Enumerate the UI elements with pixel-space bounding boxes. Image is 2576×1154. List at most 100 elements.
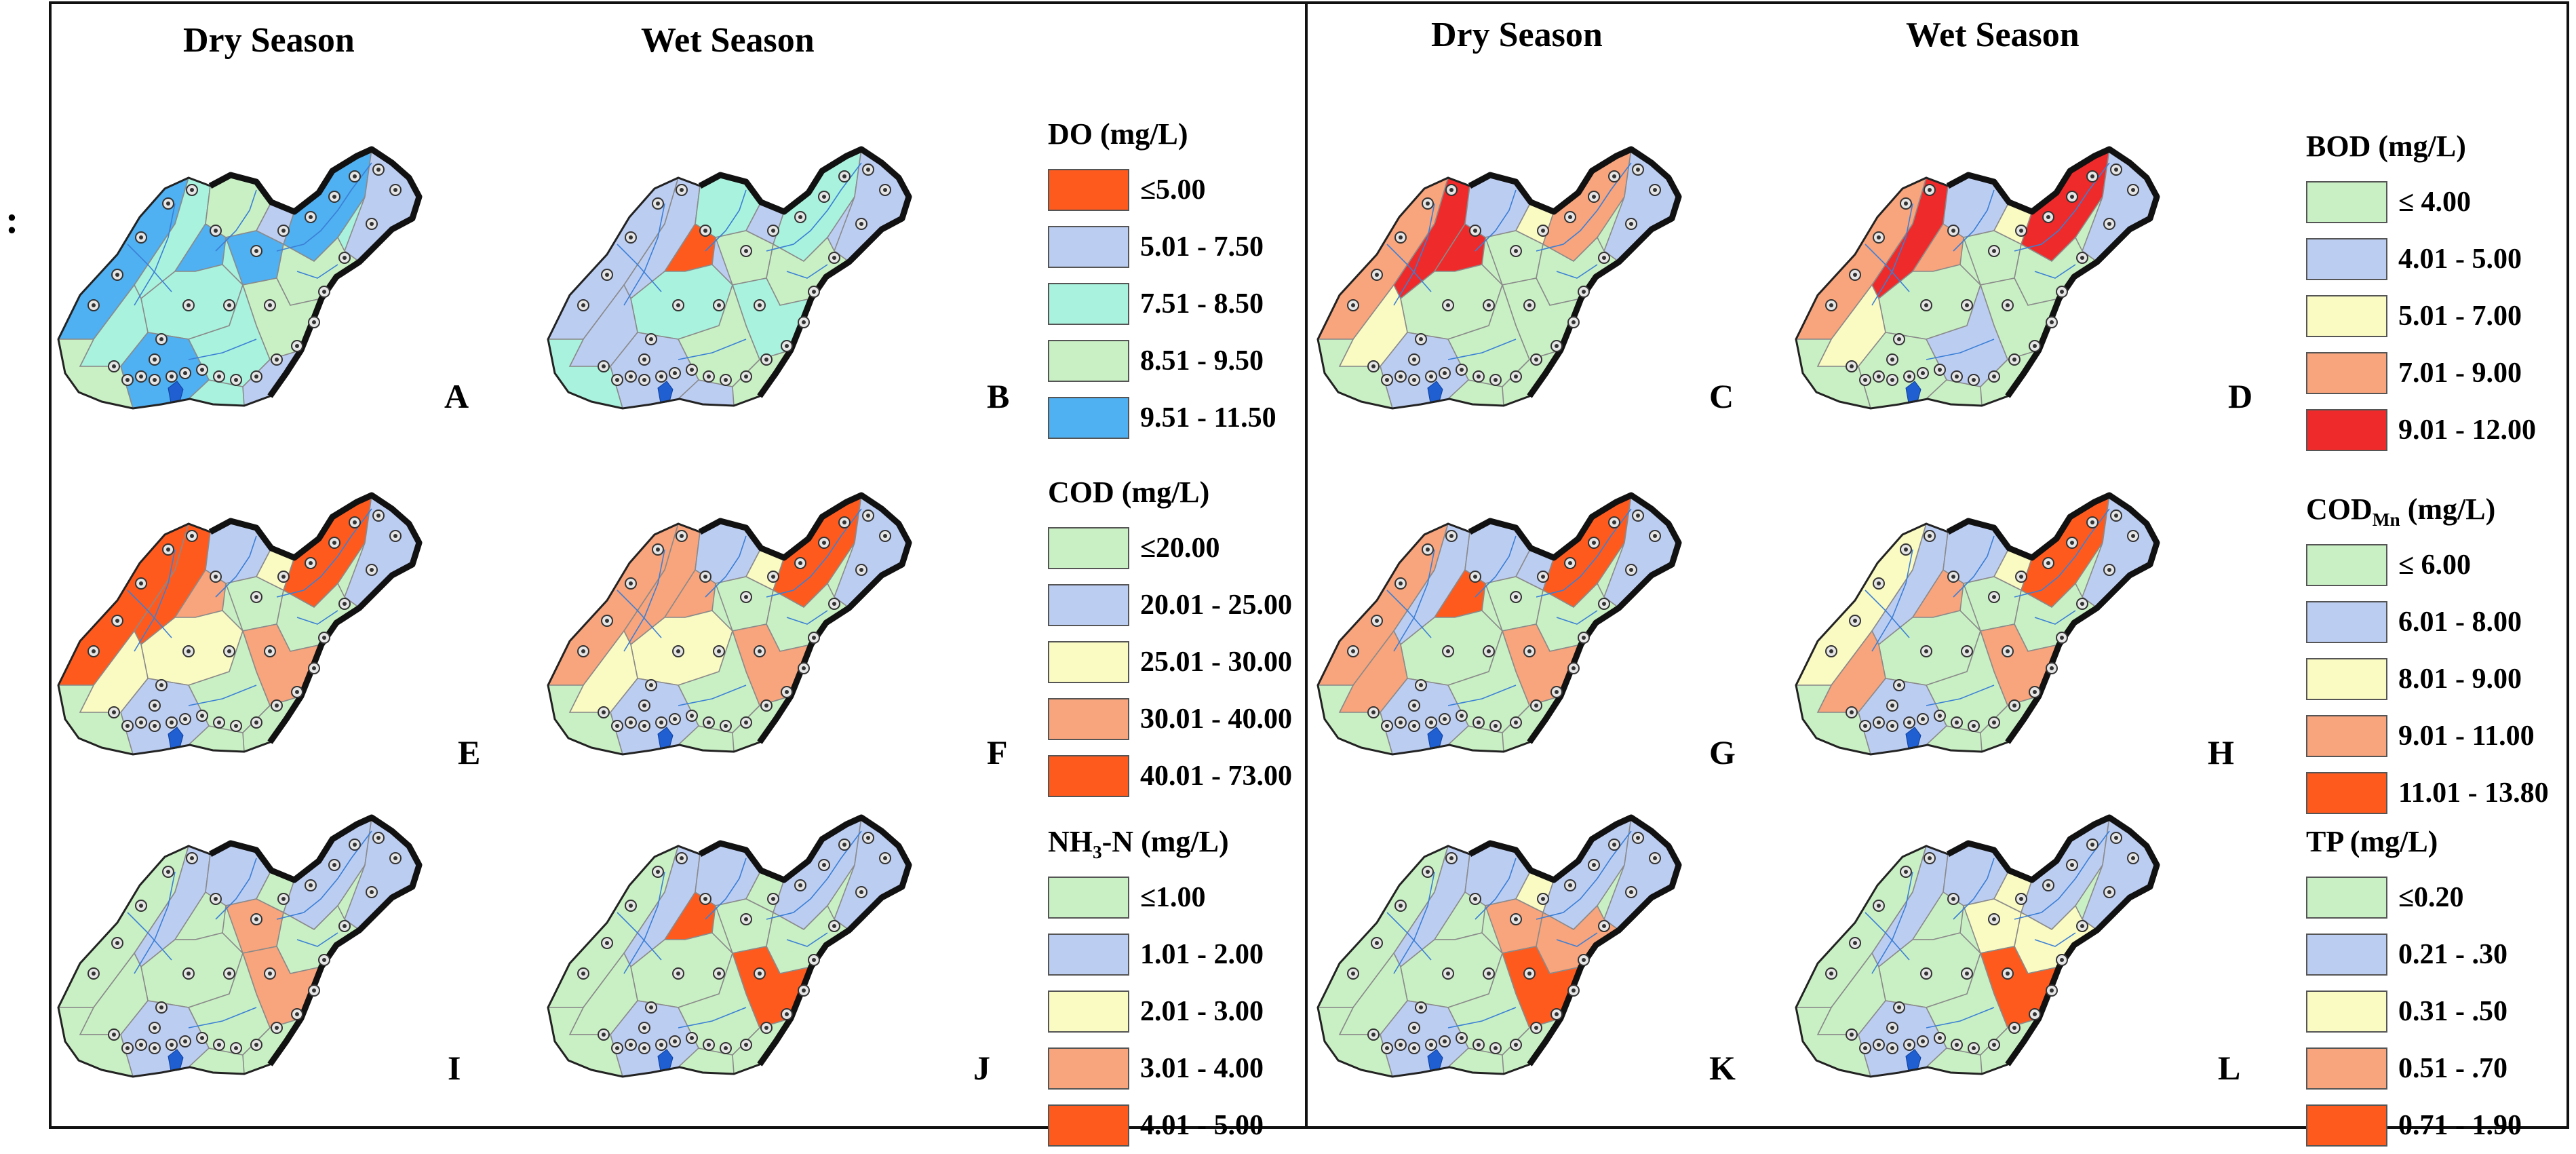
map-river bbox=[188, 685, 257, 706]
monitoring-station-icon bbox=[2002, 645, 2014, 657]
monitoring-station-icon bbox=[672, 967, 684, 980]
map-region bbox=[677, 283, 760, 387]
monitoring-station-icon bbox=[1886, 699, 1898, 712]
monitoring-station-icon bbox=[338, 252, 351, 264]
monitoring-station-icon bbox=[598, 1028, 610, 1041]
monitoring-station-icon bbox=[250, 591, 262, 603]
map-river bbox=[766, 830, 862, 920]
monitoring-station-icon bbox=[1445, 852, 1458, 864]
legend-swatch bbox=[1048, 698, 1129, 740]
map-river bbox=[296, 932, 338, 947]
monitoring-station-icon bbox=[328, 859, 340, 871]
legend-swatch bbox=[2306, 1047, 2387, 1090]
monitoring-station-icon bbox=[1988, 716, 2000, 729]
monitoring-station-icon bbox=[1567, 662, 1580, 674]
map-panel-h bbox=[1795, 492, 2160, 756]
monitoring-station-icon bbox=[1873, 1039, 1885, 1051]
legend-title: CODMn (mg/L) bbox=[2306, 492, 2549, 537]
map-panel-d bbox=[1795, 146, 2160, 410]
monitoring-station-icon bbox=[1394, 577, 1407, 590]
monitoring-station-icon bbox=[655, 1039, 667, 1051]
legend-swatch bbox=[1048, 283, 1129, 325]
map-region bbox=[677, 951, 760, 1056]
map-river bbox=[1393, 549, 1435, 652]
monitoring-station-icon bbox=[277, 571, 290, 583]
map-coastline bbox=[698, 146, 912, 398]
map-panel-l bbox=[1795, 814, 2160, 1078]
monitoring-station-icon bbox=[1846, 360, 1858, 372]
map-river bbox=[1926, 339, 1995, 360]
map-region bbox=[1925, 629, 2008, 733]
legend-item: 8.51 - 9.50 bbox=[1048, 332, 1276, 389]
legend-title: BOD (mg/L) bbox=[2306, 130, 2466, 163]
monitoring-station-icon bbox=[828, 920, 840, 932]
monitoring-station-icon bbox=[1988, 1039, 2000, 1051]
monitoring-station-icon bbox=[277, 893, 290, 905]
monitoring-station-icon bbox=[162, 197, 174, 210]
monitoring-station-icon bbox=[213, 370, 225, 383]
monitoring-station-icon bbox=[186, 852, 198, 864]
map-region bbox=[1447, 283, 1530, 387]
monitoring-station-icon bbox=[1394, 231, 1407, 244]
legend-swatch bbox=[2306, 1104, 2387, 1147]
monitoring-station-icon bbox=[2103, 564, 2115, 576]
monitoring-station-icon bbox=[1924, 184, 1936, 196]
legend-item: 5.01 - 7.00 bbox=[2306, 288, 2536, 345]
monitoring-station-icon bbox=[389, 530, 402, 542]
legend-swatch bbox=[1048, 990, 1129, 1033]
monitoring-station-icon bbox=[740, 716, 752, 729]
map-river bbox=[1926, 685, 1995, 706]
legend-item: 3.01 - 4.00 bbox=[1048, 1040, 1264, 1097]
monitoring-station-icon bbox=[2086, 839, 2099, 851]
map-river bbox=[1865, 590, 1910, 638]
monitoring-station-icon bbox=[1632, 509, 1644, 522]
monitoring-station-icon bbox=[2110, 832, 2122, 844]
monitoring-station-icon bbox=[713, 967, 725, 980]
monitoring-station-icon bbox=[625, 370, 637, 383]
monitoring-station-icon bbox=[740, 370, 752, 383]
monitoring-station-icon bbox=[577, 645, 589, 657]
legend-label: 1.01 - 2.00 bbox=[1140, 939, 1264, 970]
monitoring-station-icon bbox=[1873, 900, 1885, 912]
monitoring-station-icon bbox=[291, 340, 303, 352]
monitoring-station-icon bbox=[1483, 645, 1495, 657]
map-region bbox=[677, 629, 760, 733]
legend-label: 0.31 - .50 bbox=[2398, 996, 2507, 1027]
monitoring-station-icon bbox=[1489, 1042, 1502, 1054]
map-river bbox=[188, 339, 257, 360]
monitoring-station-icon bbox=[611, 720, 623, 732]
monitoring-station-icon bbox=[1920, 299, 1932, 311]
monitoring-station-icon bbox=[1347, 645, 1359, 657]
map-river bbox=[678, 339, 747, 360]
monitoring-station-icon bbox=[318, 286, 330, 298]
monitoring-station-icon bbox=[625, 231, 637, 244]
monitoring-station-icon bbox=[818, 191, 830, 203]
monitoring-station-icon bbox=[338, 920, 351, 932]
panel-label-l: L bbox=[2218, 1049, 2241, 1087]
monitoring-station-icon bbox=[108, 1028, 120, 1041]
legend-item: 6.01 - 8.00 bbox=[2306, 594, 2549, 651]
map-coastline bbox=[1468, 492, 1682, 744]
legend-title-rest: (mg/L) bbox=[2400, 493, 2496, 526]
monitoring-station-icon bbox=[1900, 866, 1912, 878]
map-river bbox=[1536, 508, 1632, 598]
monitoring-station-icon bbox=[713, 645, 725, 657]
legend-label: 0.71 - 1.90 bbox=[2398, 1110, 2522, 1141]
monitoring-station-icon bbox=[305, 211, 317, 223]
legend-item: 0.71 - 1.90 bbox=[2306, 1097, 2522, 1154]
monitoring-station-icon bbox=[1825, 645, 1837, 657]
monitoring-station-icon bbox=[1947, 225, 1959, 237]
map-coastline bbox=[1468, 146, 1682, 398]
map-river bbox=[766, 162, 862, 252]
legend-label: 7.51 - 8.50 bbox=[1140, 288, 1264, 320]
legend-label: 0.21 - .30 bbox=[2398, 939, 2507, 970]
legend-swatch bbox=[2306, 181, 2387, 223]
monitoring-station-icon bbox=[308, 316, 320, 328]
monitoring-station-icon bbox=[1422, 866, 1434, 878]
monitoring-station-icon bbox=[1951, 716, 1963, 729]
monitoring-station-icon bbox=[149, 353, 161, 366]
monitoring-station-icon bbox=[318, 954, 330, 966]
monitoring-station-icon bbox=[1415, 679, 1427, 691]
monitoring-station-icon bbox=[781, 340, 793, 352]
legend-swatch bbox=[2306, 934, 2387, 976]
